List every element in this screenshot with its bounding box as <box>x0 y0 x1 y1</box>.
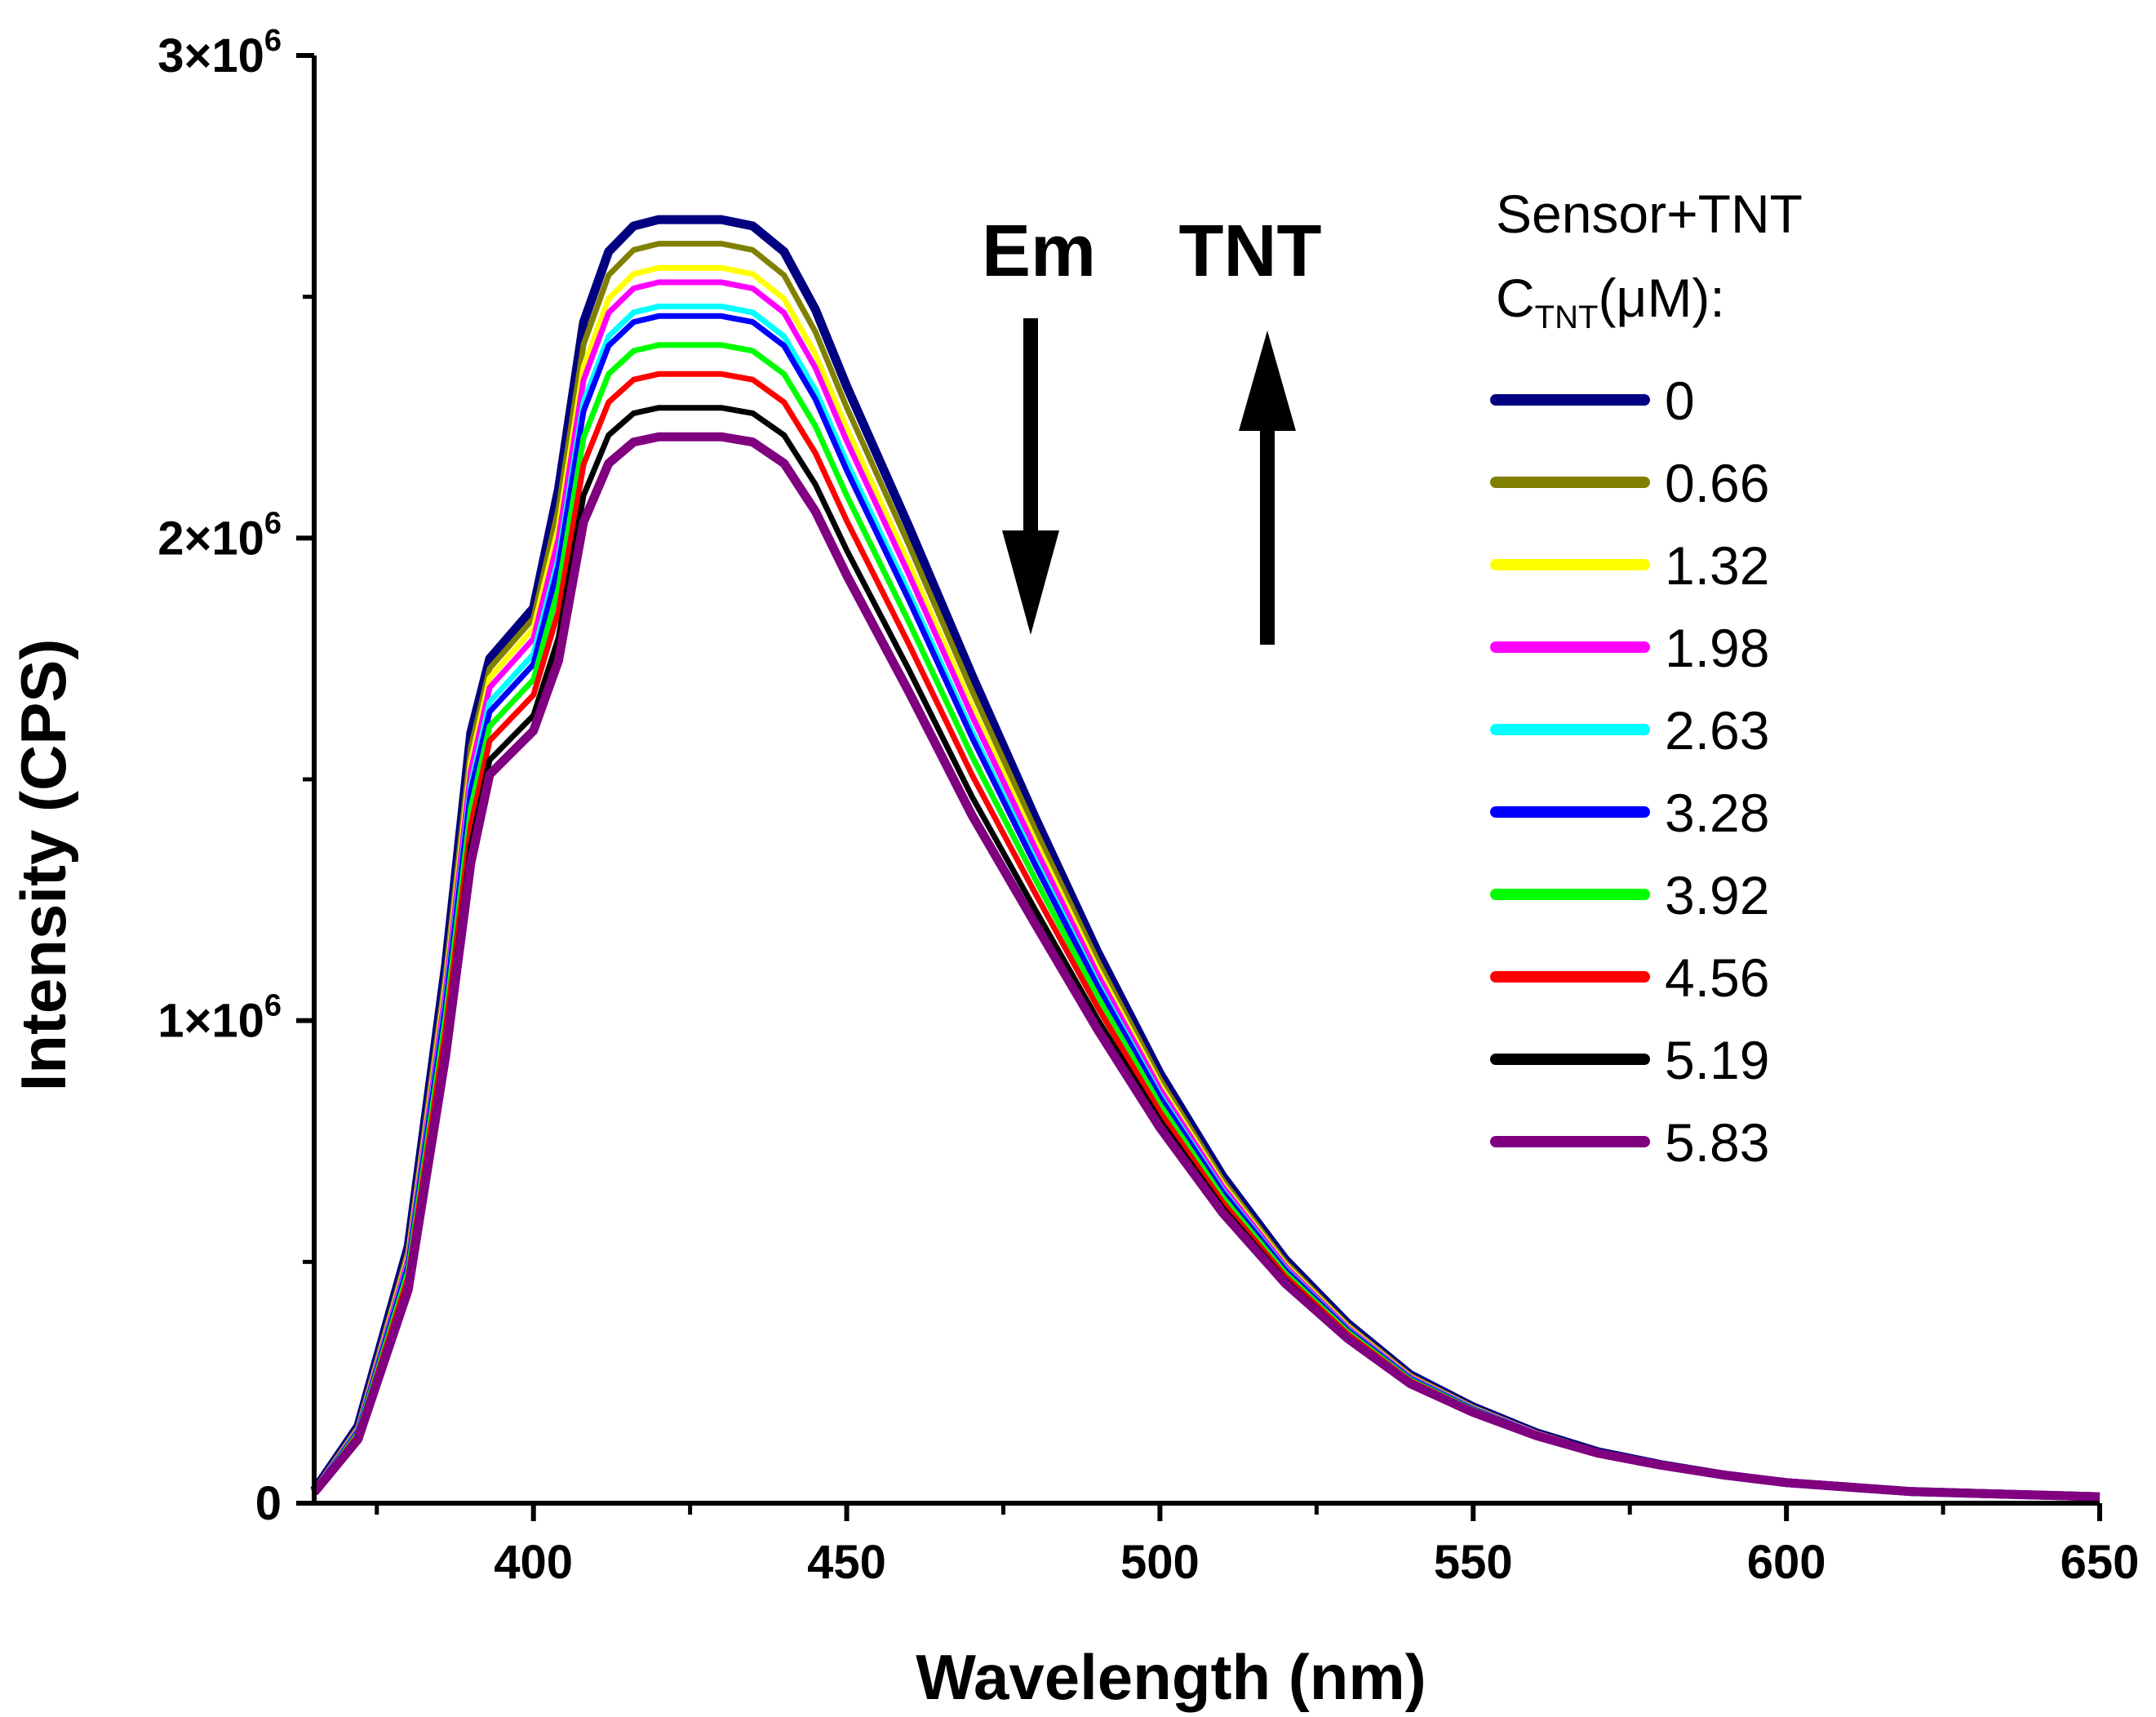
legend-entry-3.92: 3.92 <box>1490 865 1769 925</box>
legend-title-line2: CTNT(μM): <box>1496 268 1725 335</box>
legend-title-line1: Sensor+TNT <box>1496 184 1803 244</box>
x-tick-label-450: 450 <box>807 1536 886 1589</box>
annotations: Em TNT <box>982 211 1322 645</box>
x-tick-label-600: 600 <box>1747 1536 1826 1589</box>
legend-label: 5.19 <box>1665 1030 1769 1090</box>
legend-label: 4.56 <box>1665 947 1769 1008</box>
tnt-label: TNT <box>1179 211 1322 292</box>
y-axis-title: Intensity (CPS) <box>7 639 79 1092</box>
legend-label: 1.98 <box>1665 618 1769 678</box>
x-tick-label-400: 400 <box>494 1536 573 1589</box>
legend-label: 0.66 <box>1665 453 1769 513</box>
series-lines <box>310 215 2101 1502</box>
y-tick-label-3000000: 3×106 <box>157 24 282 82</box>
legend-entry-1.32: 1.32 <box>1490 535 1769 596</box>
x-tick-label-650: 650 <box>2061 1536 2140 1589</box>
legend-entry-3.28: 3.28 <box>1490 783 1769 843</box>
legend-entries: 0 0.66 1.32 1.98 2.63 3.28 3.92 4.56 5.19 5.83 <box>1490 370 1769 1173</box>
y-tick-label-1000000: 1×106 <box>157 989 282 1048</box>
legend-entry-1.98: 1.98 <box>1490 618 1769 678</box>
em-label: Em <box>982 211 1096 292</box>
legend-entry-0: 0 <box>1490 370 1695 431</box>
legend-label: 2.63 <box>1665 700 1769 761</box>
legend-title-c: C <box>1496 268 1535 328</box>
legend-entry-2.63: 2.63 <box>1490 700 1769 761</box>
legend-title-sub: TNT <box>1535 299 1599 335</box>
x-tick-label-550: 550 <box>1434 1536 1513 1589</box>
legend: Sensor+TNT CTNT(μM): 0 0.66 1.32 1.98 2.63 3.… <box>1490 184 1803 1173</box>
y-tick-label-0: 0 <box>255 1477 282 1530</box>
em-down-arrow-icon <box>1002 318 1059 635</box>
tnt-up-arrow-icon <box>1239 331 1296 645</box>
x-tick-label-500: 500 <box>1120 1536 1200 1589</box>
legend-entry-5.19: 5.19 <box>1490 1030 1769 1090</box>
legend-label: 1.32 <box>1665 535 1769 596</box>
ticks: 400 450 500 550 600 650 0 1×106 2×106 3×106 <box>157 24 2139 1589</box>
legend-label: 3.28 <box>1665 783 1769 843</box>
x-axis-title: Wavelength (nm) <box>916 1641 1426 1713</box>
legend-label: 5.83 <box>1665 1112 1769 1173</box>
legend-entry-4.56: 4.56 <box>1490 947 1769 1008</box>
series-line-5.19 <box>312 405 2101 1500</box>
legend-entry-5.83: 5.83 <box>1490 1112 1769 1173</box>
y-tick-label-2000000: 2×106 <box>157 506 282 565</box>
legend-label: 0 <box>1665 370 1695 431</box>
legend-entry-0.66: 0.66 <box>1490 453 1769 513</box>
legend-title-unit: (μM): <box>1598 268 1724 328</box>
series-line-5.83 <box>310 432 2101 1502</box>
legend-label: 3.92 <box>1665 865 1769 925</box>
